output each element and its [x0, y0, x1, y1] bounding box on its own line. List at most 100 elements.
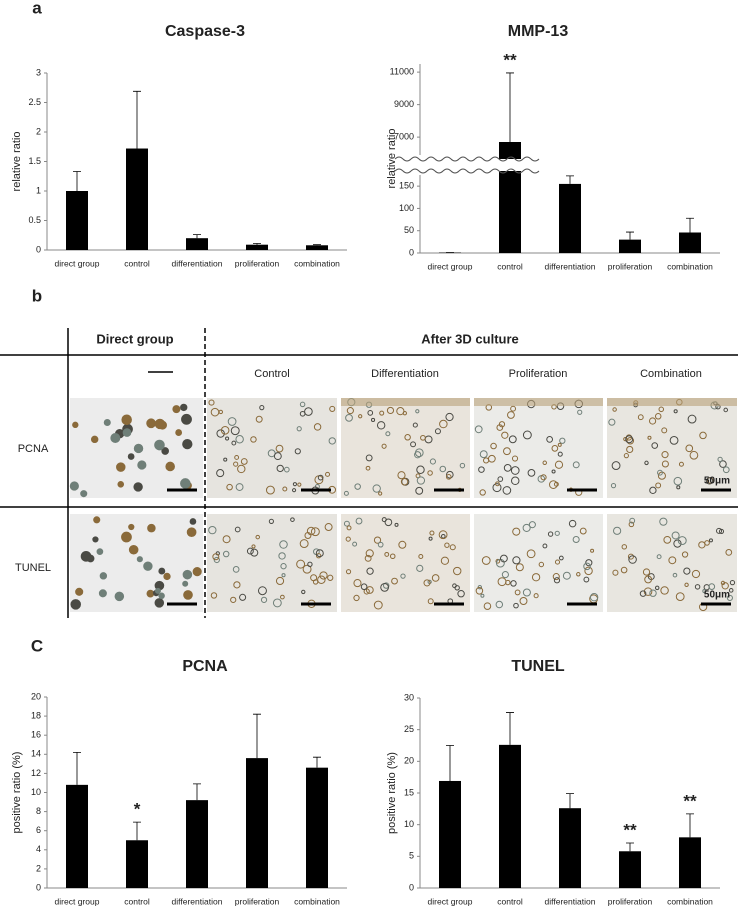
x-tick-label: direct group	[428, 261, 473, 271]
x-tick-label: combination	[294, 258, 340, 268]
cell	[583, 562, 591, 571]
cell	[621, 544, 628, 550]
cell	[628, 521, 635, 528]
cell	[222, 550, 230, 558]
cell	[538, 561, 545, 568]
cell	[428, 536, 433, 541]
cell	[381, 517, 387, 523]
y-tick-label: 150	[399, 181, 414, 191]
cell	[275, 444, 284, 453]
y-tick-label: 5	[409, 851, 414, 861]
y-tick-label: 9000	[394, 99, 414, 109]
cell	[431, 574, 440, 582]
x-tick-label: differentiation	[545, 896, 596, 906]
bar	[679, 232, 701, 253]
cell	[501, 431, 509, 439]
cell	[343, 490, 349, 496]
cell	[583, 576, 590, 583]
cell	[673, 409, 678, 414]
cell	[649, 589, 657, 597]
cell	[668, 556, 677, 565]
cell	[449, 544, 456, 551]
cell	[280, 563, 287, 570]
x-tick-label: direct group	[55, 896, 100, 906]
cell	[659, 517, 668, 526]
y-tick-label: 3	[36, 67, 41, 77]
micrograph-grid: 50μm 50μm	[69, 398, 737, 612]
cell	[579, 527, 587, 535]
cell	[251, 544, 256, 549]
cell	[626, 445, 634, 454]
cell	[547, 531, 554, 537]
cell	[429, 458, 436, 465]
cell	[128, 544, 139, 555]
cell	[531, 573, 541, 582]
cell	[444, 542, 450, 548]
cell	[370, 417, 376, 423]
cell	[457, 589, 465, 598]
cell	[440, 556, 450, 565]
y-tick-label: 0	[409, 882, 414, 892]
cell	[694, 584, 701, 590]
cell	[612, 569, 619, 576]
cell	[725, 549, 733, 556]
panel-label: C	[31, 636, 43, 655]
cell	[154, 439, 165, 451]
cell	[304, 407, 313, 416]
cell	[577, 409, 583, 415]
cell	[553, 481, 559, 487]
cell	[239, 593, 247, 601]
x-tick-label: direct group	[428, 896, 473, 906]
cell	[367, 410, 374, 416]
cell	[182, 569, 193, 580]
cell	[480, 593, 485, 598]
y-axis-label: positive ratio (%)	[11, 752, 23, 834]
cell	[629, 517, 636, 524]
cell	[687, 414, 697, 424]
x-tick-label: combination	[667, 896, 713, 906]
cell	[434, 428, 441, 435]
cell	[299, 410, 306, 417]
cell	[497, 577, 507, 587]
cell	[423, 579, 431, 587]
cell	[554, 460, 564, 469]
cell	[576, 572, 581, 577]
cell	[644, 575, 653, 584]
cell	[512, 527, 521, 536]
cell	[234, 455, 240, 460]
cell	[226, 483, 233, 491]
cell	[96, 548, 104, 555]
cell	[192, 567, 202, 577]
cell	[147, 523, 156, 533]
cell	[158, 567, 166, 575]
cell	[355, 517, 363, 525]
cell	[637, 414, 644, 421]
cell	[673, 476, 683, 486]
cell	[453, 566, 462, 576]
cell	[385, 431, 391, 437]
cell	[397, 471, 406, 480]
y-tick-label: 20	[31, 691, 41, 701]
cell	[719, 460, 727, 468]
cell	[213, 556, 220, 564]
scale-label: 50μm	[704, 476, 730, 487]
cell	[507, 411, 515, 419]
cell	[515, 563, 524, 572]
cell	[317, 474, 324, 481]
cell	[154, 418, 166, 430]
cell	[677, 536, 687, 546]
cell	[324, 523, 333, 532]
cell	[136, 556, 143, 563]
bar	[619, 239, 641, 253]
cell	[552, 573, 560, 581]
cell	[246, 547, 254, 555]
cell	[230, 426, 240, 436]
cell	[623, 453, 629, 459]
cell	[223, 457, 228, 462]
cell	[522, 430, 532, 440]
cell	[75, 587, 84, 596]
cell	[283, 466, 290, 473]
cell	[255, 534, 260, 540]
axis-break	[394, 168, 540, 174]
y-tick-label: 14	[31, 749, 41, 759]
